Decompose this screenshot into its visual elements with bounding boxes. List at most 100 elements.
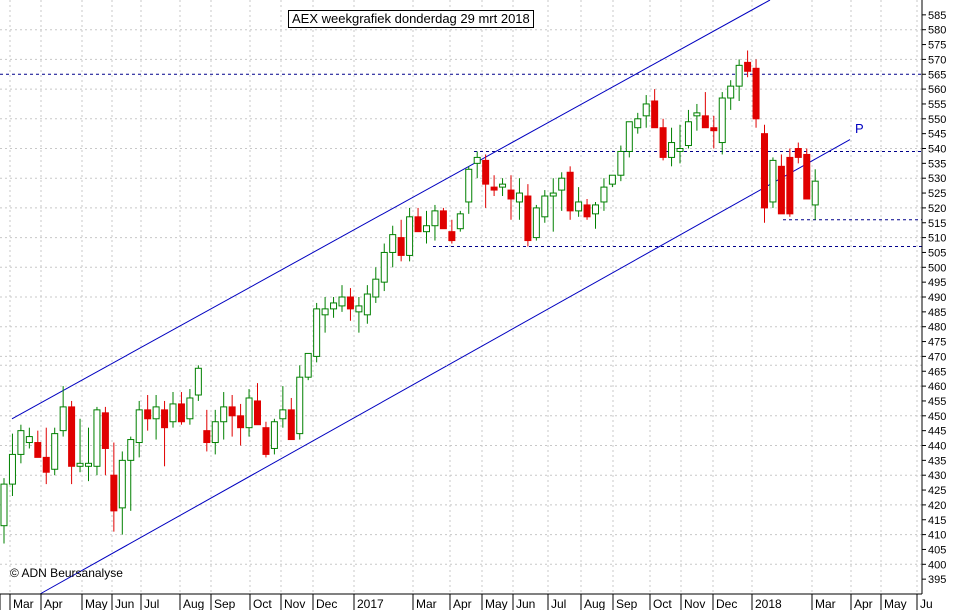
- y-tick-label: 540: [928, 144, 946, 156]
- grid-lines: [0, 0, 922, 594]
- candle-body: [634, 118, 642, 129]
- candle: [634, 112, 642, 134]
- candle: [727, 80, 735, 110]
- candle: [592, 201, 599, 229]
- candle-body: [786, 156, 794, 215]
- candle: [718, 92, 726, 155]
- candle-body: [355, 305, 363, 313]
- candle: [439, 207, 447, 230]
- candle: [397, 219, 405, 262]
- x-tick-label: 2018: [755, 597, 782, 610]
- y-tick-label: 450: [928, 411, 946, 423]
- candle-body: [668, 142, 676, 158]
- candle-body: [177, 403, 185, 423]
- candle-body: [541, 195, 549, 218]
- candle-body: [296, 376, 304, 435]
- candle-body: [752, 67, 760, 120]
- candle: [0, 478, 8, 544]
- candle: [346, 288, 354, 321]
- x-tick-label: Nov: [284, 597, 305, 610]
- y-tick-label: 430: [928, 470, 946, 482]
- candle-body: [287, 409, 295, 441]
- y-tick-label: 460: [928, 381, 946, 393]
- candle-body: [761, 133, 768, 209]
- y-tick-label: 465: [928, 366, 946, 378]
- candle-body: [448, 231, 456, 242]
- candle: [769, 157, 777, 208]
- candle-body: [313, 308, 321, 357]
- candle: [710, 115, 718, 149]
- candle: [262, 421, 270, 458]
- chart-title: AEX weekgrafiek donderdag 29 mrt 2018: [288, 10, 534, 28]
- x-tick-label: Apr: [453, 597, 472, 610]
- candle-body: [617, 150, 625, 176]
- x-tick-label: Aug: [584, 597, 605, 610]
- y-tick-label: 525: [928, 188, 946, 200]
- y-tick-label: 480: [928, 322, 946, 334]
- candle-body: [0, 483, 8, 527]
- y-tick-label: 505: [928, 247, 946, 259]
- y-tick-label: 570: [928, 54, 946, 66]
- candle: [752, 59, 760, 128]
- candle-body: [414, 216, 422, 233]
- candle: [254, 383, 261, 426]
- y-tick-label: 485: [928, 307, 946, 319]
- candle: [608, 174, 616, 188]
- candle: [482, 154, 490, 208]
- candle-body: [600, 186, 608, 203]
- candle-body: [744, 61, 752, 72]
- x-tick-label: Dec: [316, 597, 337, 610]
- candle-body: [330, 302, 338, 310]
- candle: [777, 154, 785, 215]
- candle: [583, 198, 591, 220]
- y-tick-label: 545: [928, 129, 946, 141]
- support-resistance-levels: [0, 73, 922, 366]
- candle-body: [803, 153, 811, 200]
- candle: [566, 166, 574, 220]
- x-tick-label: Mar: [815, 597, 836, 610]
- y-tick-label: 565: [928, 69, 946, 81]
- candle: [659, 118, 667, 161]
- trend-channel: [11, 0, 851, 595]
- candle-body: [211, 421, 219, 444]
- candle-body: [254, 400, 261, 426]
- y-tick-label: 535: [928, 158, 946, 170]
- candle: [575, 187, 583, 217]
- candle: [642, 95, 650, 128]
- candle: [761, 124, 768, 223]
- candles: [0, 50, 819, 544]
- candle-body: [676, 148, 684, 152]
- candle-body: [397, 237, 405, 256]
- candle-body: [684, 121, 692, 147]
- candle: [490, 175, 498, 197]
- candle: [110, 442, 118, 532]
- candle-body: [118, 459, 126, 509]
- candle: [68, 400, 76, 485]
- candle: [76, 418, 84, 473]
- candle: [25, 427, 33, 449]
- candle: [338, 285, 346, 312]
- candle: [186, 389, 194, 425]
- candle: [228, 395, 236, 437]
- candle: [287, 397, 295, 441]
- trend-label: P: [855, 121, 864, 136]
- candle: [473, 151, 481, 179]
- candle-body: [769, 159, 777, 203]
- candle: [93, 406, 101, 476]
- candle-body: [93, 409, 101, 467]
- x-tick-label: Mar: [13, 597, 34, 610]
- x-tick-label: Oct: [653, 597, 672, 610]
- x-tick-label: Sep: [214, 597, 236, 610]
- candle: [51, 427, 59, 476]
- y-tick-label: 575: [928, 40, 946, 52]
- candle-body: [710, 127, 718, 132]
- candle: [693, 103, 701, 131]
- candle-body: [507, 189, 515, 200]
- candle-body: [549, 192, 557, 197]
- candle-body: [237, 415, 245, 429]
- candle: [668, 127, 676, 167]
- candle-body: [127, 439, 135, 461]
- candle-body: [76, 462, 84, 467]
- y-tick-label: 515: [928, 218, 946, 230]
